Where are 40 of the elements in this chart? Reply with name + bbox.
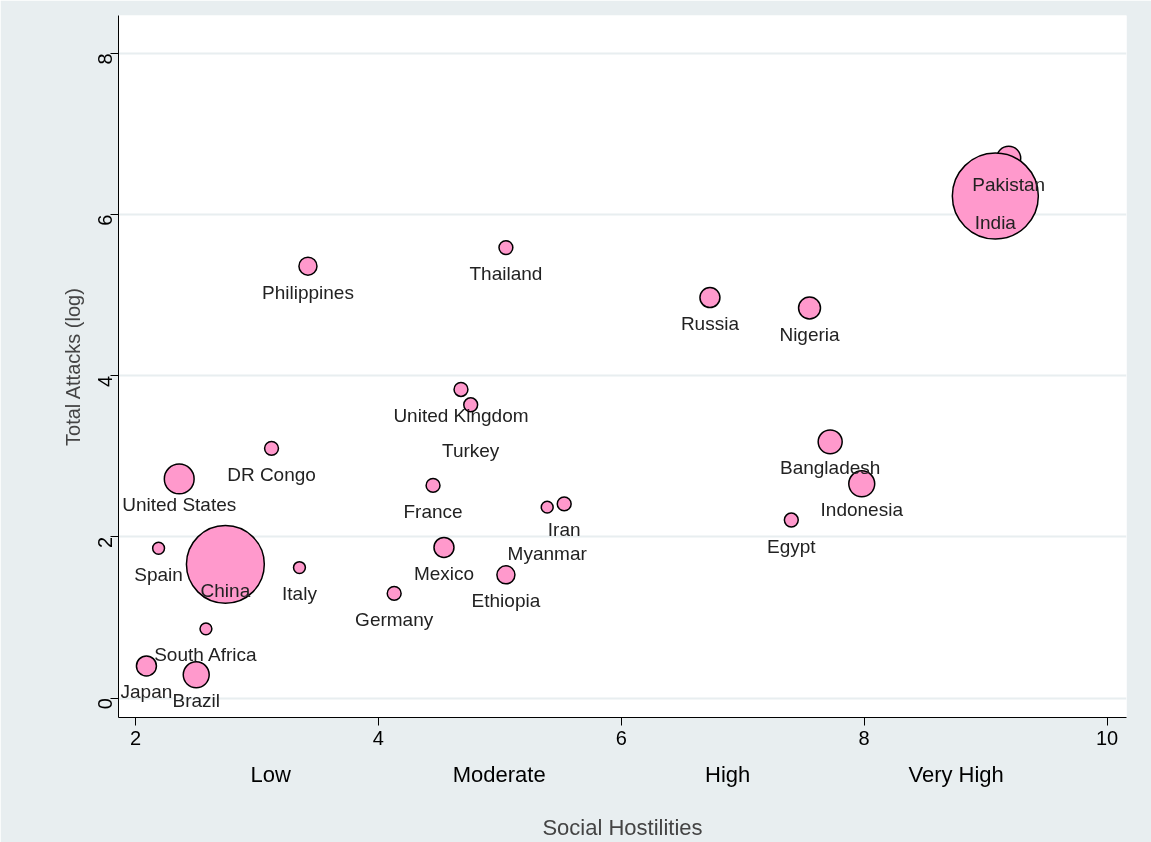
y-tick-label: 0 [94,698,117,710]
annotation: Turkey [442,440,500,462]
annotation: Brazil [172,690,220,712]
x-tick-label: 6 [615,726,627,749]
x-tick-label: 8 [858,726,870,749]
annotation: DR Congo [227,463,316,485]
annotation: China [200,579,251,601]
annotation: Myanmar [507,542,588,564]
annotation: Spain [134,563,183,585]
annotation: Germany [355,608,434,630]
annotation: United Kingdom [393,404,529,426]
text: Very High [908,761,1004,787]
x-tick-label: 4 [372,726,384,749]
annotation: Iran [547,519,581,541]
annotation: Ethiopia [471,590,541,612]
annotation: Thailand [469,263,543,285]
text: Moderate [452,761,546,787]
annotation: Mexico [413,562,475,584]
y-tick-label: 4 [94,375,117,387]
x-tick-label: 10 [1095,726,1119,749]
annotation: India [974,211,1017,233]
annotation: Bangladesh [779,457,881,479]
text: Low [250,761,291,787]
annotation: Nigeria [779,323,841,345]
y-tick-label: 8 [94,53,117,65]
annotation: Japan [120,681,173,703]
x-tick-label: 2 [129,726,142,749]
annotation: Italy [282,583,318,605]
annotation: Russia [680,313,740,335]
annotation: South Africa [154,644,258,666]
annotation: Philippines [262,281,354,303]
y-tick-label: 6 [94,214,117,226]
annotation: United States [122,494,237,516]
y-tick-label: 2 [94,536,117,549]
annotation: France [403,500,463,522]
x-axis-title: Social Hostilities [542,814,703,840]
text: High [705,761,751,787]
annotation: Indonesia [820,499,904,521]
y-axis-title: Total Attacks (log) [61,288,84,446]
annotation: Egypt [767,535,817,557]
